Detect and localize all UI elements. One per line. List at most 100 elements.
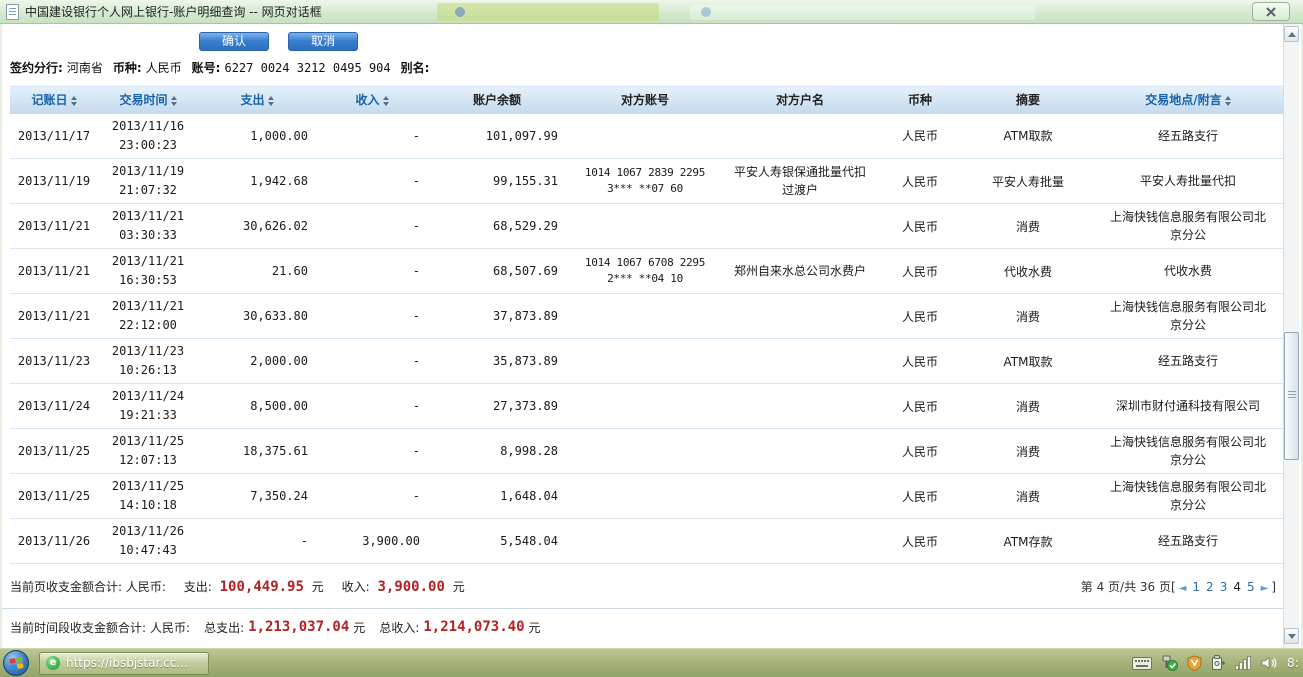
scrollbar-thumb[interactable] — [1284, 332, 1299, 460]
vertical-scrollbar[interactable] — [1283, 24, 1299, 648]
column-header[interactable]: 支出 — [198, 85, 316, 114]
cell-posting-date: 2013/11/26 — [10, 518, 98, 564]
cell-counterparty-name — [724, 518, 876, 564]
cell-posting-date: 2013/11/24 — [10, 383, 98, 429]
transactions-body: 2013/11/17 2013/11/16 23:00:23 1,000.00-101… — [10, 113, 1284, 564]
cell-transaction-time: 2013/11/19 21:07:32 — [98, 158, 198, 204]
usb-device-icon[interactable] — [1161, 655, 1178, 671]
table-row: 2013/11/21 2013/11/21 03:30:33 30,626.02-68… — [10, 203, 1284, 249]
scroll-down-button[interactable] — [1284, 628, 1299, 644]
taskbar-browser-button[interactable]: e https://ibsbjstar.cc... — [39, 651, 209, 675]
cell-summary: 平安人寿批量 — [964, 158, 1092, 204]
keyboard-icon[interactable] — [1132, 656, 1152, 670]
period-out-unit: 元 — [353, 620, 366, 635]
windows-start-button[interactable] — [3, 650, 29, 676]
pager-page-link[interactable]: 3 — [1219, 579, 1228, 594]
column-header[interactable]: 记账日 — [10, 85, 98, 114]
period-in-value: 1,214,073.40 — [423, 619, 525, 635]
cell-summary: ATM存款 — [964, 518, 1092, 564]
cell-currency: 人民币 — [876, 518, 964, 564]
table-row: 2013/11/17 2013/11/16 23:00:23 1,000.00-101… — [10, 113, 1284, 159]
cell-transaction-time: 2013/11/24 19:21:33 — [98, 383, 198, 429]
cell-transaction-time: 2013/11/25 12:07:13 — [98, 428, 198, 474]
pager-prev-icon[interactable]: ◄ — [1178, 582, 1187, 594]
cell-currency: 人民币 — [876, 248, 964, 294]
background-window-ghost — [690, 5, 1035, 20]
page-summary-row: 当前页收支金额合计: 人民币: 支出: 100,449.95 元 收入: 3,9… — [2, 564, 1290, 609]
period-summary-currency: 人民币: — [150, 620, 191, 635]
column-header: 摘要 — [964, 85, 1092, 114]
pager-page-link[interactable]: 2 — [1206, 579, 1214, 594]
cell-outflow: 1,942.68 — [198, 158, 316, 204]
cell-counterparty-name — [724, 383, 876, 429]
cell-counterparty-name — [724, 338, 876, 384]
cell-posting-date: 2013/11/25 — [10, 473, 98, 519]
table-row: 2013/11/24 2013/11/24 19:21:33 8,500.00-27,… — [10, 383, 1284, 429]
transactions-table: 记账日 交易时间 支出 收入 账户余额 对方账号 对方户名 币种 摘要 交易地点/附言 2013/… — [10, 85, 1284, 564]
cell-summary: 消费 — [964, 428, 1092, 474]
cell-counterparty-name — [724, 473, 876, 519]
cell-location: 经五路支行 — [1092, 518, 1284, 564]
cell-inflow: - — [316, 203, 428, 249]
cell-inflow: - — [316, 473, 428, 519]
cell-transaction-time: 2013/11/23 10:26:13 — [98, 338, 198, 384]
cell-outflow: 18,375.61 — [198, 428, 316, 474]
pager-page-link[interactable]: 1 — [1192, 579, 1201, 594]
taskbar: e https://ibsbjstar.cc... 8: — [0, 648, 1303, 677]
column-header[interactable]: 收入 — [316, 85, 428, 114]
cell-currency: 人民币 — [876, 338, 964, 384]
cell-outflow: - — [198, 518, 316, 564]
cell-counterparty-name — [724, 203, 876, 249]
table-row: 2013/11/19 2013/11/19 21:07:32 1,942.68-99,… — [10, 158, 1284, 204]
cell-location: 代收水费 — [1092, 248, 1284, 294]
cell-currency: 人民币 — [876, 473, 964, 519]
security-shield-icon[interactable] — [1187, 655, 1202, 671]
volume-icon[interactable] — [1261, 656, 1278, 670]
browser-icon: e — [46, 656, 60, 670]
cell-currency: 人民币 — [876, 203, 964, 249]
page-in-label: 收入: — [341, 579, 370, 594]
confirm-button[interactable]: 确认 — [199, 32, 269, 51]
cell-inflow: - — [316, 338, 428, 384]
cell-counterparty-account — [566, 113, 724, 159]
period-out-label: 总支出: — [204, 620, 245, 635]
period-in-unit: 元 — [528, 620, 541, 635]
pager-next-icon[interactable]: ► — [1260, 582, 1269, 594]
cell-location: 上海快钱信息服务有限公司北京分公 — [1092, 293, 1284, 339]
cell-counterparty-account — [566, 203, 724, 249]
pagination: 第 4 页/共 36 页[◄ 1 2 3 4 5 ►] — [1081, 578, 1276, 595]
cell-counterparty-account — [566, 518, 724, 564]
cell-posting-date: 2013/11/23 — [10, 338, 98, 384]
currency-label: 币种: — [112, 61, 142, 75]
cancel-button[interactable]: 取消 — [288, 32, 359, 51]
page-in-unit: 元 — [452, 579, 465, 594]
cell-posting-date: 2013/11/21 — [10, 293, 98, 339]
cell-location: 平安人寿批量代扣 — [1092, 158, 1284, 204]
power-plug-icon[interactable] — [1211, 655, 1226, 671]
cell-balance: 68,507.69 — [428, 248, 566, 294]
pager-page-link[interactable]: 5 — [1246, 579, 1255, 594]
background-window-ghost-icon — [701, 7, 711, 17]
period-out-value: 1,213,037.04 — [248, 619, 350, 635]
cell-summary: 消费 — [964, 383, 1092, 429]
dialog-body: 确认 取消 签约分行: 河南省 币种: 人民币 账号: 6227 0024 3212 04… — [0, 24, 1303, 648]
background-window-ghost-icon — [455, 7, 465, 17]
cell-balance: 35,873.89 — [428, 338, 566, 384]
column-header[interactable]: 交易时间 — [98, 85, 198, 114]
action-button-row: 确认 取消 — [199, 30, 1301, 51]
page-summary-text: 当前页收支金额合计: 人民币: 支出: 100,449.95 元 收入: 3,9… — [10, 578, 465, 595]
column-header[interactable]: 交易地点/附言 — [1092, 85, 1284, 114]
close-button[interactable] — [1252, 2, 1290, 21]
network-signal-icon[interactable] — [1235, 656, 1252, 670]
cell-transaction-time: 2013/11/21 16:30:53 — [98, 248, 198, 294]
cell-summary: 消费 — [964, 203, 1092, 249]
sort-arrows-icon — [170, 95, 177, 106]
table-row: 2013/11/21 2013/11/21 22:12:00 30,633.80-37… — [10, 293, 1284, 339]
account-info-line: 签约分行: 河南省 币种: 人民币 账号: 6227 0024 3212 0495 904… — [10, 59, 1301, 75]
cell-posting-date: 2013/11/17 — [10, 113, 98, 159]
windows-start-icon — [9, 657, 24, 671]
cell-summary: 消费 — [964, 293, 1092, 339]
cell-transaction-time: 2013/11/16 23:00:23 — [98, 113, 198, 159]
scroll-up-button[interactable] — [1284, 26, 1299, 42]
